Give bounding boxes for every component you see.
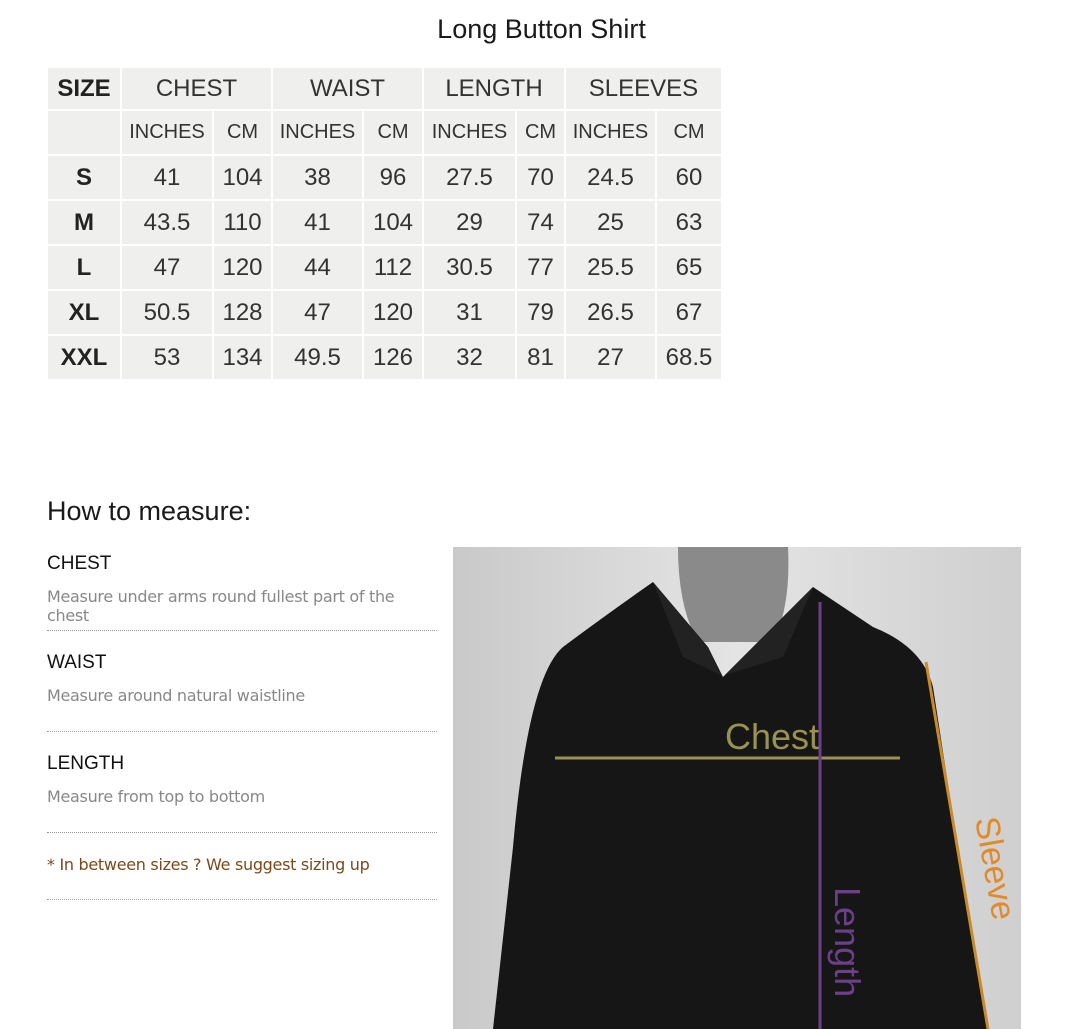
value-cell: 104 [214,156,271,199]
measure-item-length: LENGTH Measure from top to bottom [47,753,437,806]
table-header-row: SIZE CHEST WAIST LENGTH SLEEVES [48,68,721,109]
header-size: SIZE [48,68,120,109]
shirt-body [493,582,988,1029]
subheader: INCHES [122,111,212,154]
value-cell: 79 [517,291,564,334]
size-cell: XXL [48,336,120,379]
shirt-collar [653,582,813,675]
value-cell: 27 [566,336,655,379]
value-cell: 49.5 [273,336,362,379]
mannequin-neck [678,547,789,642]
table-row: XL 50.5 128 47 120 31 79 26.5 67 [48,291,721,334]
value-cell: 24.5 [566,156,655,199]
table-row: M 43.5 110 41 104 29 74 25 63 [48,201,721,244]
value-cell: 70 [517,156,564,199]
value-cell: 26.5 [566,291,655,334]
table-row: L 47 120 44 112 30.5 77 25.5 65 [48,246,721,289]
how-to-measure-title: How to measure: [47,496,252,526]
value-cell: 25.5 [566,246,655,289]
subheader: CM [657,111,721,154]
value-cell: 74 [517,201,564,244]
chest-label: Chest [725,716,819,757]
value-cell: 47 [273,291,362,334]
value-cell: 128 [214,291,271,334]
measure-item-title: CHEST [47,553,112,574]
subheader: INCHES [424,111,515,154]
header-chest: CHEST [122,68,271,109]
measure-item-title: WAIST [47,652,107,673]
value-cell: 112 [364,246,422,289]
shirt-measurement-image: Chest Length Sleeve [453,547,1021,1029]
divider [47,832,437,833]
size-cell: S [48,156,120,199]
value-cell: 65 [657,246,721,289]
size-cell: L [48,246,120,289]
value-cell: 47 [122,246,212,289]
value-cell: 60 [657,156,721,199]
value-cell: 32 [424,336,515,379]
value-cell: 67 [657,291,721,334]
size-chart-table: SIZE CHEST WAIST LENGTH SLEEVES INCHES C… [46,66,723,381]
divider [47,899,437,900]
value-cell: 77 [517,246,564,289]
header-sleeves: SLEEVES [566,68,721,109]
divider [47,731,437,732]
value-cell: 134 [214,336,271,379]
length-label: Length [827,887,868,997]
measure-item-waist: WAIST Measure around natural waistline [47,652,437,705]
value-cell: 120 [214,246,271,289]
value-cell: 104 [364,201,422,244]
value-cell: 110 [214,201,271,244]
subheader: INCHES [566,111,655,154]
value-cell: 30.5 [424,246,515,289]
measure-item-desc: Measure under arms round fullest part of… [47,587,395,625]
sleeve-line [924,661,990,1029]
subheader: CM [517,111,564,154]
value-cell: 81 [517,336,564,379]
size-cell: XL [48,291,120,334]
table-row: S 41 104 38 96 27.5 70 24.5 60 [48,156,721,199]
value-cell: 29 [424,201,515,244]
value-cell: 41 [122,156,212,199]
value-cell: 53 [122,336,212,379]
header-length: LENGTH [424,68,564,109]
value-cell: 120 [364,291,422,334]
value-cell: 50.5 [122,291,212,334]
value-cell: 63 [657,201,721,244]
subheader-blank [48,111,120,154]
header-waist: WAIST [273,68,422,109]
table-subheader-row: INCHES CM INCHES CM INCHES CM INCHES CM [48,111,721,154]
measure-item-desc: Measure from top to bottom [47,787,265,806]
subheader: CM [364,111,422,154]
subheader: CM [214,111,271,154]
table-row: XXL 53 134 49.5 126 32 81 27 68.5 [48,336,721,379]
value-cell: 44 [273,246,362,289]
subheader: INCHES [273,111,362,154]
value-cell: 68.5 [657,336,721,379]
value-cell: 126 [364,336,422,379]
value-cell: 25 [566,201,655,244]
value-cell: 96 [364,156,422,199]
page-title: Long Button Shirt [437,14,646,44]
sizing-note: * In between sizes ? We suggest sizing u… [47,855,370,874]
value-cell: 43.5 [122,201,212,244]
divider [47,630,437,631]
measure-item-desc: Measure around natural waistline [47,686,305,705]
measure-item-chest: CHEST Measure under arms round fullest p… [47,553,437,625]
value-cell: 31 [424,291,515,334]
value-cell: 27.5 [424,156,515,199]
value-cell: 38 [273,156,362,199]
value-cell: 41 [273,201,362,244]
size-cell: M [48,201,120,244]
measure-item-title: LENGTH [47,753,125,774]
